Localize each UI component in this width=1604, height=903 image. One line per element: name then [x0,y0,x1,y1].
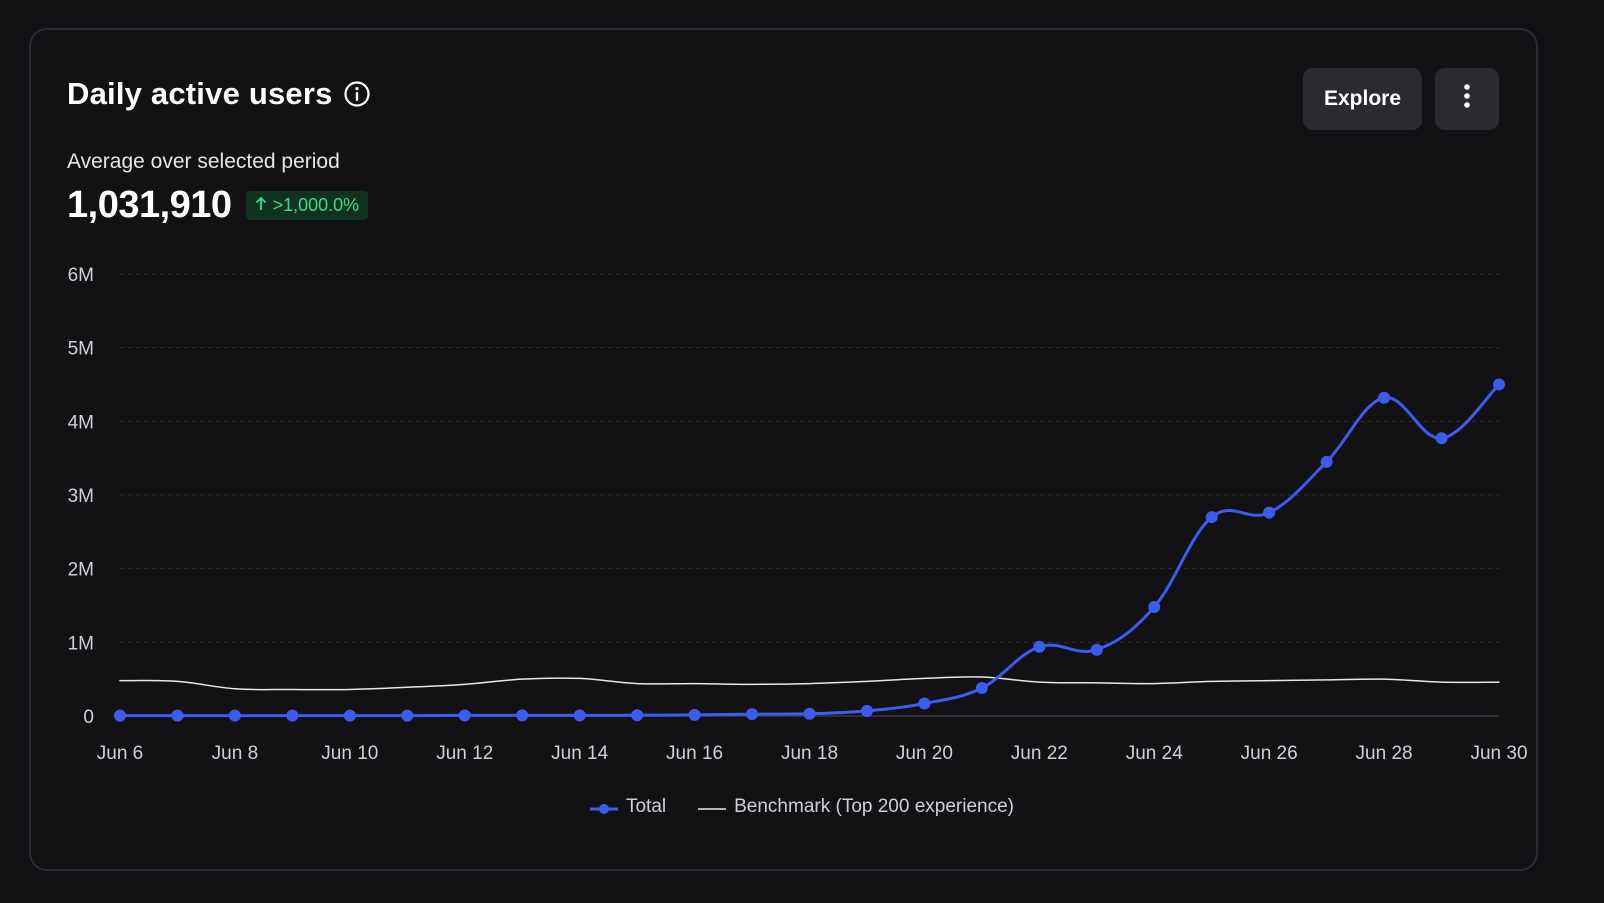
data-point-total[interactable] [746,708,759,721]
x-tick-label: Jun 22 [1011,743,1068,764]
arrow-up-icon [255,195,267,216]
x-tick-label: Jun 12 [436,743,493,764]
series-line-benchmark [119,676,1500,691]
data-point-total[interactable] [458,709,471,722]
series-lines [118,383,1501,718]
data-point-total[interactable] [803,707,816,720]
data-point-total[interactable] [516,709,529,722]
y-tick-label: 3M [68,486,94,507]
x-tick-label: Jun 8 [212,743,258,764]
legend-total-label: Total [625,796,667,817]
x-tick-label: Jun 24 [1126,743,1183,764]
data-point-total[interactable] [688,708,701,721]
x-tick-label: Jun 10 [321,743,378,764]
vertical-ellipsis-icon [1463,83,1471,115]
data-point-total[interactable] [171,709,184,722]
legend-item-total[interactable]: Total [589,796,667,818]
y-axis-labels: 0 1M 2M 3M 4M 5M 6M [68,265,94,728]
data-point-total[interactable] [573,709,586,722]
data-point-total[interactable] [1378,391,1391,404]
data-point-total[interactable] [343,709,356,722]
change-badge-value: >1,000.0% [272,195,360,215]
average-value: 1,031,910 [67,184,232,226]
chart-card [29,28,1538,871]
x-tick-label: Jun 20 [896,743,953,764]
legend-benchmark-label: Benchmark (Top 200 experience) [734,796,1014,817]
data-point-total[interactable] [860,704,873,717]
y-tick-label: 2M [68,560,94,581]
data-point-total[interactable] [286,709,299,722]
data-point-total[interactable] [1033,640,1046,653]
y-tick-label: 6M [68,265,94,286]
info-icon[interactable] [343,80,371,108]
legend-total-swatch [589,800,618,814]
series-line-total [118,383,1501,718]
data-point-total[interactable] [631,709,644,722]
data-point-total[interactable] [114,709,126,722]
data-point-total[interactable] [228,709,241,722]
data-point-total[interactable] [1320,455,1333,468]
y-tick-label: 1M [68,633,94,654]
y-tick-label: 4M [68,412,94,433]
data-point-total[interactable] [918,697,931,710]
data-point-total[interactable] [1090,643,1103,656]
series-markers [114,378,1505,722]
data-point-total[interactable] [1435,432,1448,445]
y-tick-label: 0 [83,707,94,728]
title-row: Daily active users [67,76,371,112]
chart-title: Daily active users [67,76,333,111]
period-caption: Average over selected period [67,150,340,173]
explore-button[interactable]: Explore [1303,68,1422,130]
y-tick-label: 5M [68,339,94,360]
data-point-total[interactable] [1263,506,1276,519]
data-point-total[interactable] [975,682,988,695]
x-tick-label: Jun 14 [551,743,608,764]
more-options-button[interactable] [1435,68,1499,130]
change-badge: >1,000.0% [245,191,369,220]
data-point-total[interactable] [401,709,414,722]
legend-benchmark-swatch [698,800,727,814]
x-tick-label: Jun 30 [1470,743,1527,764]
legend-item-benchmark[interactable]: Benchmark (Top 200 experience) [698,796,1014,818]
data-point-total[interactable] [1493,378,1505,391]
data-point-total[interactable] [1205,511,1218,524]
data-point-total[interactable] [1148,600,1161,613]
x-tick-label: Jun 26 [1241,743,1298,764]
x-axis-labels: Jun 6 Jun 8 Jun 10 Jun 12 Jun 14 Jun 16 Jun 18… [97,743,1528,764]
x-tick-label: Jun 6 [97,743,143,764]
legend: Total Benchmark (Top 200 experience) [0,796,1604,818]
x-tick-label: Jun 16 [666,743,723,764]
x-tick-label: Jun 28 [1356,743,1413,764]
metric-row: 1,031,910 >1,000.0% [67,184,369,227]
x-tick-label: Jun 18 [781,743,838,764]
